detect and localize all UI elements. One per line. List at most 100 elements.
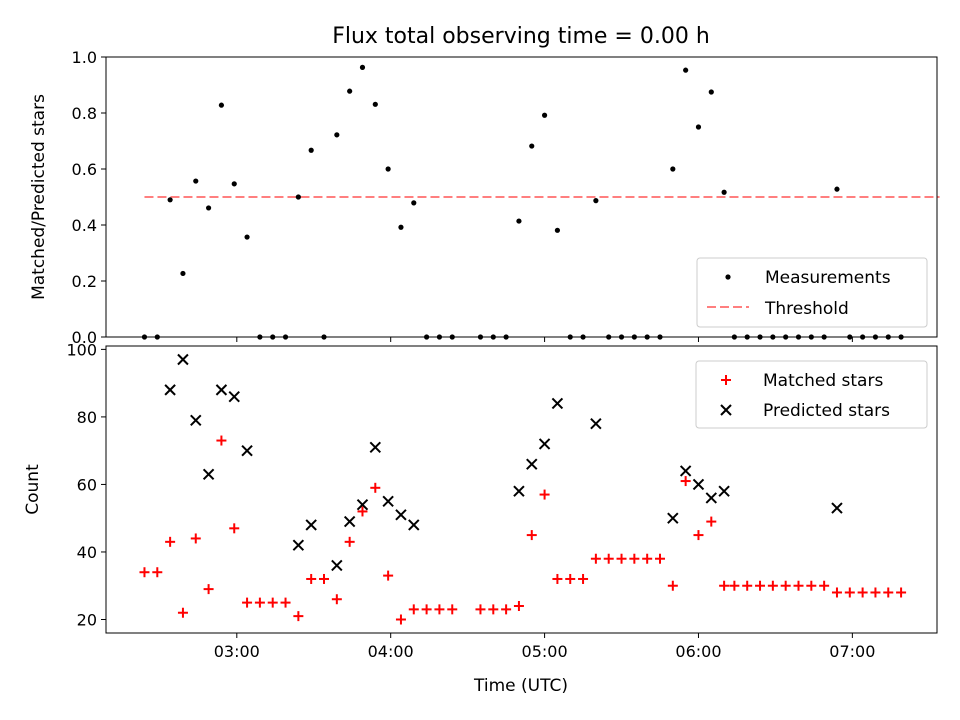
measurement-point	[424, 334, 430, 340]
matched-point	[370, 482, 381, 493]
legend-matched-label: Matched stars	[763, 371, 883, 391]
matched-point	[780, 580, 791, 591]
predicted-point	[667, 512, 679, 524]
measurement-point	[860, 334, 866, 340]
matched-point	[680, 476, 691, 487]
matched-point	[629, 553, 640, 564]
measurement-point	[872, 334, 879, 340]
measurement-point	[167, 197, 173, 203]
matched-point	[331, 594, 342, 605]
top-plot: 0.0 0.2 0.4 0.6 0.8 1.0 Matched/Predicted star…	[29, 48, 940, 347]
measurement-point	[359, 64, 366, 70]
measurement-point	[541, 112, 548, 118]
matched-point	[667, 580, 678, 591]
matched-point	[254, 597, 265, 608]
plot-frame	[105, 56, 938, 338]
matched-point	[408, 604, 419, 615]
predicted-point	[526, 458, 538, 470]
measurement-point	[308, 147, 314, 153]
predicted-point	[831, 502, 843, 514]
plot-frame	[105, 345, 938, 634]
measurement-point	[644, 334, 650, 340]
legend-predicted-marker	[720, 404, 732, 416]
predicted-point	[164, 384, 176, 396]
measurement-point	[731, 334, 737, 340]
matched-point	[139, 567, 150, 578]
matched-point	[475, 604, 486, 615]
x-tick-label: 05:00	[522, 642, 568, 661]
y-tick-label: 0.8	[72, 104, 97, 123]
measurement-point	[218, 102, 225, 108]
measurement-point	[593, 198, 599, 204]
predicted-point	[590, 417, 602, 430]
y-tick-label: 0.4	[72, 216, 97, 235]
matched-point	[767, 580, 778, 591]
x-tick-label: 04:00	[368, 642, 414, 661]
matched-point	[857, 587, 868, 598]
matched-point	[526, 530, 537, 541]
y-axis-label: Count	[23, 464, 43, 515]
matched-point	[344, 536, 355, 547]
predicted-point	[718, 485, 730, 497]
measurement-point	[503, 334, 509, 340]
y-tick-label: 1.0	[72, 48, 97, 67]
measurement-point	[257, 334, 263, 340]
matched-point	[357, 506, 368, 517]
legend-measurements-label: Measurements	[765, 268, 891, 288]
measurement-point	[282, 334, 289, 340]
measurement-point	[231, 181, 237, 187]
predicted-point	[305, 519, 317, 531]
measurement-point	[657, 334, 663, 340]
legend-predicted-label: Predicted stars	[763, 401, 890, 421]
measurement-point	[670, 166, 676, 172]
measurement-point	[631, 334, 637, 340]
y-tick-label: 60	[77, 475, 97, 494]
measurement-point	[554, 227, 561, 233]
matched-point	[242, 597, 253, 608]
matched-point	[190, 533, 201, 544]
chart-title: Flux total observing time = 0.00 h	[332, 24, 710, 49]
matched-point	[616, 553, 627, 564]
y-tick-label: 0.0	[72, 328, 97, 347]
measurement-point	[516, 218, 522, 224]
measurement-point	[795, 334, 802, 340]
matched-point	[819, 580, 830, 591]
y-tick-label: 80	[77, 408, 97, 427]
matched-point	[806, 580, 817, 591]
x-axis-label: Time (UTC)	[473, 676, 568, 696]
matched-point	[152, 567, 163, 578]
predicted-point	[190, 414, 202, 426]
measurement-point	[708, 89, 714, 95]
measurement-point	[721, 189, 727, 195]
matched-point	[165, 536, 176, 547]
matched-point	[721, 375, 731, 385]
matched-point	[896, 587, 907, 598]
measurement-point	[449, 334, 455, 340]
matched-point	[870, 587, 881, 598]
measurement-point	[385, 166, 391, 172]
matched-point	[280, 597, 291, 608]
measurement-point	[347, 88, 353, 94]
predicted-point	[215, 384, 228, 396]
x-tick-label: 03:00	[214, 642, 260, 661]
matched-point	[203, 584, 214, 595]
legend: Matched stars Predicted stars	[695, 360, 928, 429]
y-axis-label: Matched/Predicted stars	[29, 94, 49, 300]
matched-point	[603, 553, 614, 564]
measurement-point	[205, 205, 212, 211]
measurement-point	[411, 200, 417, 206]
matched-point	[831, 587, 842, 598]
x-tick-label: 06:00	[675, 642, 721, 661]
x-tick-label: 07:00	[829, 642, 875, 661]
measurement-point	[141, 334, 148, 340]
predicted-point	[382, 495, 394, 508]
predicted-point	[705, 492, 718, 504]
legend-measurements-marker	[725, 274, 731, 280]
measurement-point	[244, 234, 250, 240]
measurement-point	[321, 334, 327, 340]
matched-point	[306, 573, 317, 584]
matched-point	[293, 611, 304, 622]
measurement-point	[154, 334, 160, 340]
measurement-point	[821, 334, 827, 340]
